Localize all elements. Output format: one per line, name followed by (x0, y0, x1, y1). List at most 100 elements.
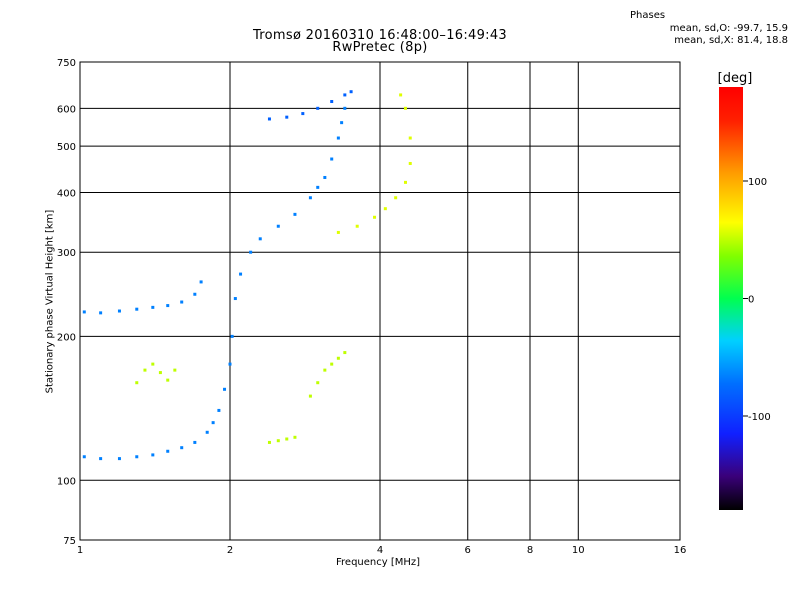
y-tick-label: 300 (57, 248, 76, 259)
data-point (180, 300, 184, 304)
data-point (276, 439, 280, 443)
y-tick-labels: 75 100 200 300 400 500 600 750 (57, 58, 76, 547)
data-point (403, 106, 407, 110)
data-point (166, 449, 170, 453)
data-point (99, 457, 103, 461)
grid-lines (80, 62, 680, 540)
data-point (233, 297, 237, 301)
y-tick-label: 500 (57, 142, 76, 153)
data-point (323, 368, 327, 372)
data-point (285, 437, 289, 441)
data-point (308, 394, 312, 398)
data-point (135, 455, 139, 459)
x-axis-label: Frequency [MHz] (336, 557, 421, 568)
data-point (193, 292, 197, 296)
data-point (316, 381, 320, 385)
colorbar-label: [deg] (718, 71, 753, 86)
data-point (151, 453, 155, 457)
data-point (230, 334, 234, 338)
y-tick-label: 200 (57, 332, 76, 343)
colorbar-ticks: -100 0 100 (743, 177, 771, 423)
data-point (258, 237, 262, 241)
data-point (82, 310, 86, 314)
data-point (223, 387, 227, 391)
chart-subtitle: RwPretec (8p) (332, 40, 428, 55)
data-point (135, 381, 139, 385)
x-tick-label: 6 (465, 545, 471, 556)
data-point (267, 440, 271, 444)
x-tick-label: 1 (77, 545, 83, 556)
x-tick-label: 4 (377, 545, 383, 556)
data-point (166, 378, 170, 382)
data-point (239, 272, 243, 276)
data-point (403, 180, 407, 184)
data-point (336, 356, 340, 360)
data-point (173, 368, 177, 372)
data-point (166, 304, 170, 308)
data-point (205, 430, 209, 434)
data-point (199, 280, 203, 284)
data-point (117, 309, 121, 313)
data-point (340, 121, 344, 125)
colorbar (719, 87, 743, 510)
data-point (330, 100, 334, 104)
data-point (355, 224, 359, 228)
stats-line-x: mean, sd,X: 81.4, 18.8 (674, 35, 788, 46)
data-point (336, 230, 340, 234)
data-point (180, 446, 184, 450)
data-point (336, 136, 340, 140)
data-point (301, 112, 305, 116)
data-point (383, 207, 387, 211)
data-point (316, 106, 320, 110)
y-tick-label: 600 (57, 104, 76, 115)
data-point (316, 185, 320, 189)
colorbar-tick-label: -100 (748, 412, 771, 423)
data-point (151, 362, 155, 366)
data-point (343, 106, 347, 110)
y-tick-label: 400 (57, 188, 76, 199)
data-point (151, 305, 155, 309)
x-tick-label: 2 (227, 545, 233, 556)
data-point (394, 196, 398, 200)
data-points (82, 90, 412, 461)
data-point (193, 440, 197, 444)
data-point (293, 212, 297, 216)
y-axis-label: Stationary phase Virtual Height [km] (44, 209, 56, 394)
data-point (408, 136, 412, 140)
x-tick-label: 8 (527, 545, 533, 556)
x-tick-label: 10 (572, 545, 585, 556)
data-point (99, 311, 103, 315)
y-tick-label: 750 (57, 58, 76, 69)
data-point (399, 93, 403, 97)
x-tick-label: 16 (674, 545, 687, 556)
stats-heading: Phases (630, 10, 666, 21)
chart-title: Tromsø 20160310 16:48:00–16:49:43 (252, 28, 508, 43)
data-point (135, 307, 139, 311)
data-point (82, 455, 86, 459)
data-point (267, 117, 271, 121)
colorbar-tick-label: 100 (748, 177, 767, 188)
data-point (323, 175, 327, 179)
data-point (228, 362, 232, 366)
data-point (117, 457, 121, 461)
data-point (276, 224, 280, 228)
data-point (143, 368, 147, 372)
data-point (285, 115, 289, 119)
x-tick-labels: 1 2 4 6 8 10 16 (77, 545, 687, 556)
data-point (249, 250, 253, 254)
data-point (211, 421, 215, 425)
stats-line-o: mean, sd,O: -99.7, 15.9 (669, 23, 788, 34)
data-point (330, 157, 334, 161)
data-point (158, 371, 162, 375)
data-point (373, 215, 377, 219)
data-point (217, 408, 221, 412)
data-point (308, 196, 312, 200)
colorbar-tick-label: 0 (748, 295, 754, 306)
data-point (330, 362, 334, 366)
y-tick-label: 100 (57, 476, 76, 487)
data-point (349, 90, 353, 94)
data-point (343, 351, 347, 355)
data-point (293, 435, 297, 439)
data-point (408, 161, 412, 165)
